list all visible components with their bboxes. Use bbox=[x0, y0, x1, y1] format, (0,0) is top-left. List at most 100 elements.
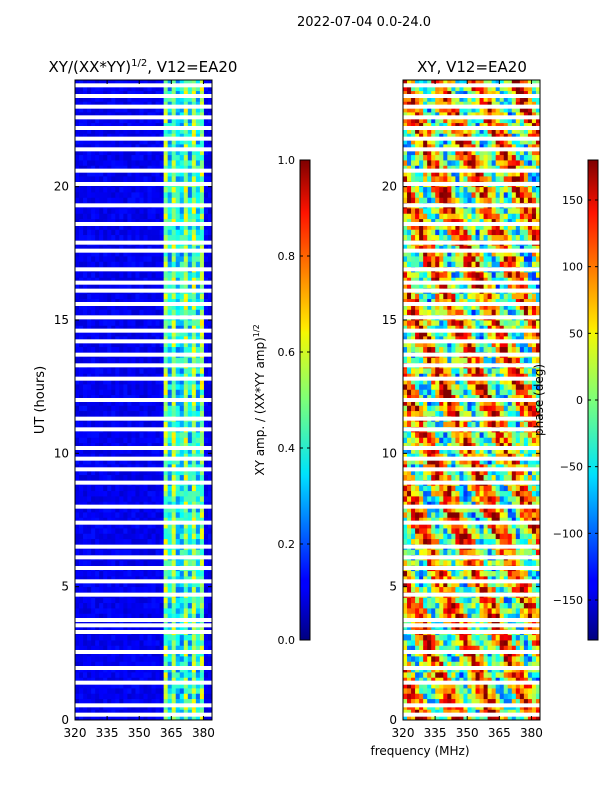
heatmap-cell bbox=[119, 235, 123, 241]
heatmap-cell bbox=[472, 640, 476, 646]
heatmap-cell bbox=[180, 309, 184, 315]
heatmap-cell bbox=[164, 571, 168, 577]
heatmap-cell bbox=[123, 411, 127, 417]
heatmap-cell bbox=[168, 528, 172, 534]
heatmap-cell bbox=[204, 549, 208, 555]
heatmap-cell bbox=[144, 421, 148, 427]
heatmap-cell bbox=[103, 528, 107, 534]
heatmap-cell bbox=[196, 437, 200, 443]
heatmap-cell bbox=[148, 405, 152, 411]
heatmap-cell bbox=[172, 187, 176, 193]
heatmap-cell bbox=[107, 475, 111, 481]
heatmap-cell bbox=[75, 512, 79, 518]
heatmap-cell bbox=[196, 539, 200, 545]
flagged-gap bbox=[75, 203, 212, 207]
heatmap-cell bbox=[152, 693, 156, 699]
heatmap-cell bbox=[83, 368, 87, 374]
heatmap-cell bbox=[160, 320, 164, 326]
heatmap-cell bbox=[83, 411, 87, 417]
heatmap-cell bbox=[196, 187, 200, 193]
heatmap-cell bbox=[192, 549, 196, 555]
heatmap-cell bbox=[103, 496, 107, 502]
heatmap-cell bbox=[99, 635, 103, 641]
heatmap-cell bbox=[184, 357, 188, 363]
heatmap-cell bbox=[164, 437, 168, 443]
heatmap-cell bbox=[180, 496, 184, 502]
heatmap-cell bbox=[103, 235, 107, 241]
heatmap-cell bbox=[135, 256, 139, 262]
heatmap-cell bbox=[204, 491, 208, 497]
flagged-gap bbox=[75, 315, 212, 319]
heatmap-cell bbox=[79, 512, 83, 518]
heatmap-cell bbox=[144, 560, 148, 566]
heatmap-cell bbox=[131, 597, 135, 603]
heatmap-cell bbox=[184, 608, 188, 614]
heatmap-cell bbox=[160, 357, 164, 363]
heatmap-cell bbox=[139, 357, 143, 363]
heatmap-cell bbox=[75, 603, 79, 609]
heatmap-cell bbox=[152, 405, 156, 411]
heatmap-cell bbox=[83, 213, 87, 219]
heatmap-cell bbox=[139, 640, 143, 646]
heatmap-cell bbox=[123, 293, 127, 299]
heatmap-cell bbox=[95, 539, 99, 545]
heatmap-cell bbox=[160, 235, 164, 241]
heatmap-cell bbox=[196, 309, 200, 315]
heatmap-cell bbox=[196, 672, 200, 678]
heatmap-cell bbox=[160, 229, 164, 235]
heatmap-cell bbox=[188, 528, 192, 534]
heatmap-cell bbox=[115, 560, 119, 566]
heatmap-cell bbox=[516, 635, 520, 641]
heatmap-cell bbox=[87, 672, 91, 678]
heatmap-cell bbox=[160, 432, 164, 438]
heatmap-cell bbox=[152, 672, 156, 678]
heatmap-cell bbox=[115, 213, 119, 219]
heatmap-cell bbox=[164, 603, 168, 609]
heatmap-cell bbox=[115, 512, 119, 518]
heatmap-cell bbox=[79, 528, 83, 534]
heatmap-cell bbox=[160, 155, 164, 161]
heatmap-cell bbox=[107, 491, 111, 497]
heatmap-cell bbox=[184, 640, 188, 646]
heatmap-cell bbox=[83, 192, 87, 198]
heatmap-cell bbox=[131, 309, 135, 315]
heatmap-cell bbox=[172, 357, 176, 363]
heatmap-cell bbox=[123, 256, 127, 262]
heatmap-cell bbox=[180, 192, 184, 198]
heatmap-cell bbox=[156, 587, 160, 593]
heatmap-cell bbox=[111, 512, 115, 518]
heatmap-cell bbox=[204, 347, 208, 353]
heatmap-cell bbox=[139, 528, 143, 534]
heatmap-cell bbox=[431, 603, 435, 609]
heatmap-cell bbox=[79, 491, 83, 497]
heatmap-cell bbox=[200, 421, 204, 427]
heatmap-cell bbox=[139, 432, 143, 438]
heatmap-cell bbox=[451, 603, 455, 609]
heatmap-cell bbox=[99, 571, 103, 577]
heatmap-cell bbox=[188, 357, 192, 363]
heatmap-cell bbox=[160, 549, 164, 555]
heatmap-cell bbox=[139, 688, 143, 694]
heatmap-cell bbox=[123, 560, 127, 566]
heatmap-cell bbox=[99, 411, 103, 417]
heatmap-cell bbox=[111, 571, 115, 577]
heatmap-cell bbox=[164, 261, 168, 267]
heatmap-cell bbox=[107, 368, 111, 374]
heatmap-cell bbox=[135, 357, 139, 363]
heatmap-cell bbox=[79, 357, 83, 363]
heatmap-cell bbox=[415, 635, 419, 641]
heatmap-cell bbox=[83, 475, 87, 481]
heatmap-cell bbox=[131, 528, 135, 534]
heatmap-cell bbox=[200, 256, 204, 262]
heatmap-cell bbox=[99, 176, 103, 182]
heatmap-cell bbox=[83, 485, 87, 491]
heatmap-cell bbox=[127, 587, 131, 593]
heatmap-cell bbox=[160, 640, 164, 646]
heatmap-cell bbox=[415, 656, 419, 662]
heatmap-cell bbox=[139, 512, 143, 518]
heatmap-cell bbox=[119, 192, 123, 198]
heatmap-cell bbox=[144, 197, 148, 203]
colorbar-tick-label: 0.6 bbox=[278, 346, 296, 359]
heatmap-cell bbox=[135, 475, 139, 481]
heatmap-cell bbox=[196, 197, 200, 203]
